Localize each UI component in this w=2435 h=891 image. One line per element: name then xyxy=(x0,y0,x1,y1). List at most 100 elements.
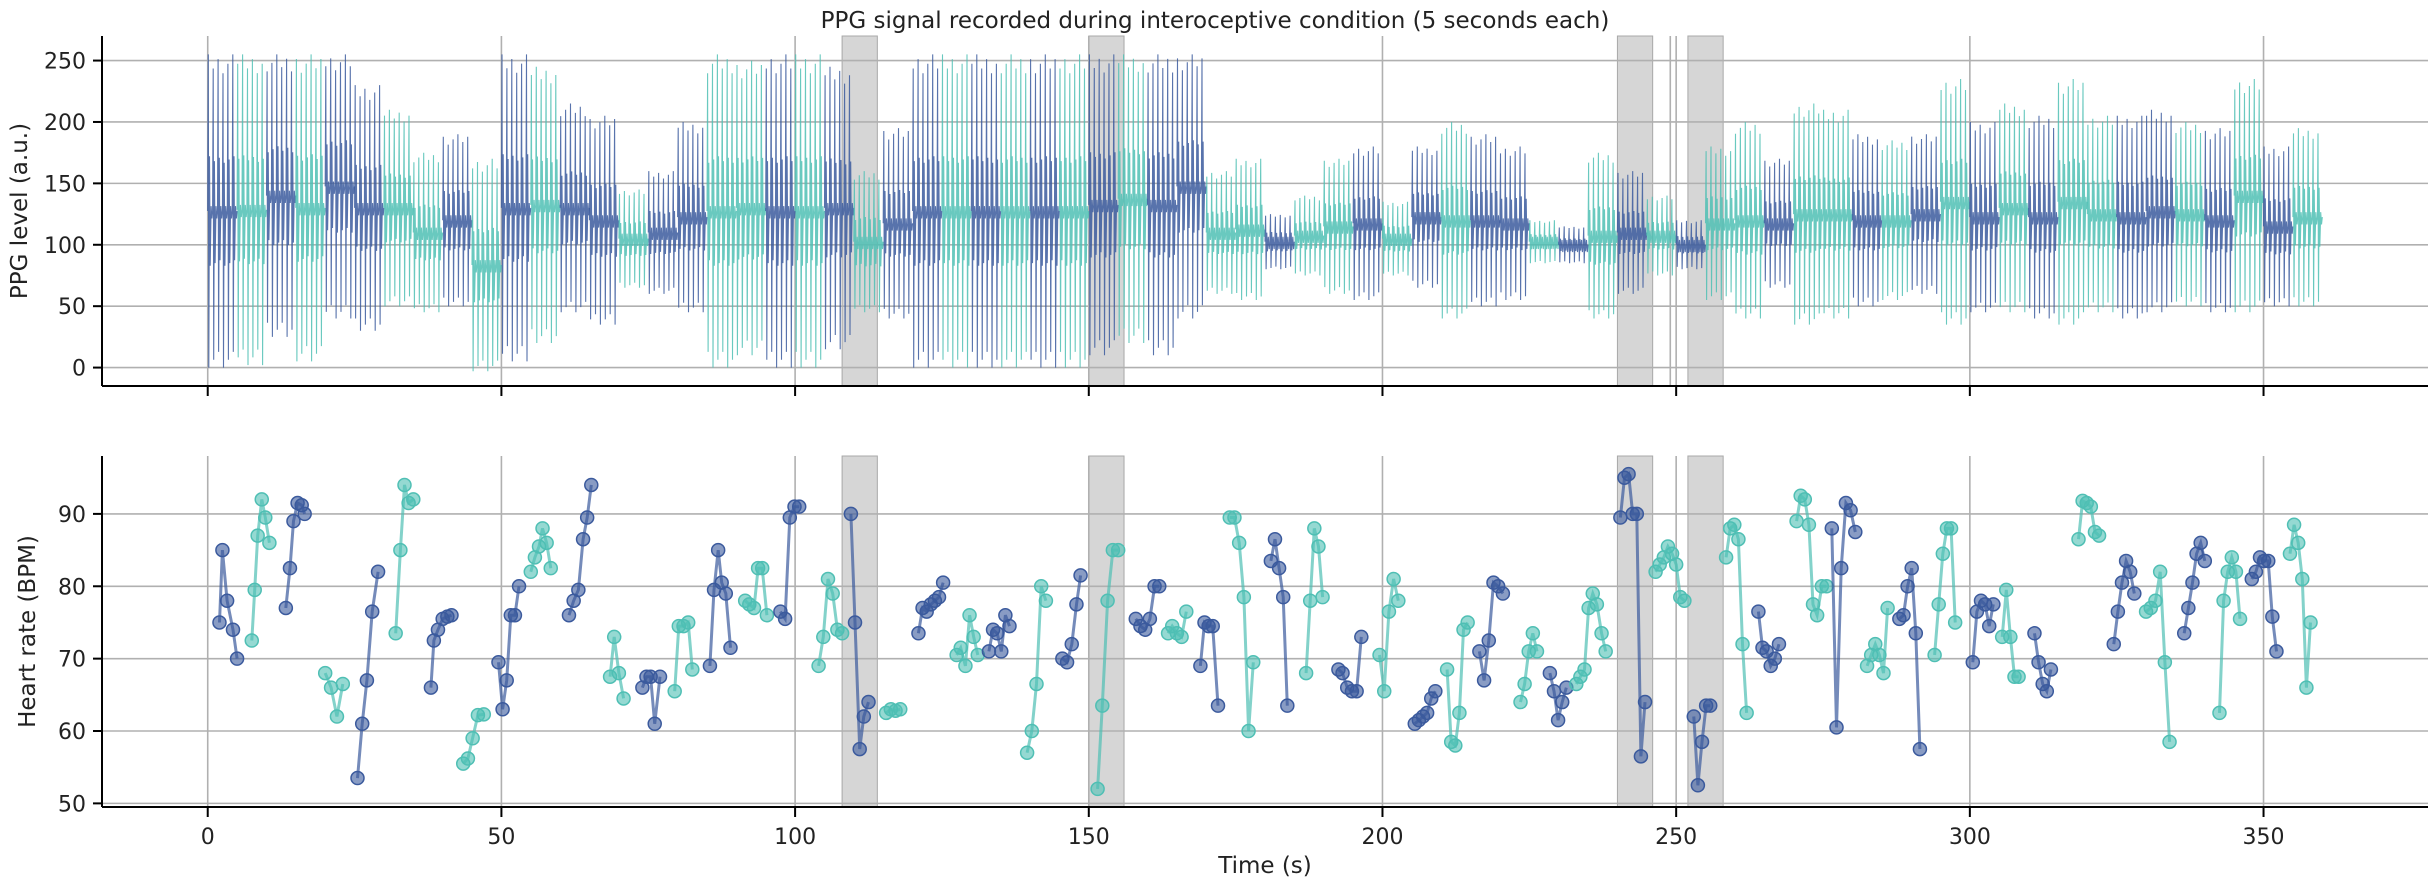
heart-rate-point xyxy=(507,607,523,623)
ppg-signal-segment xyxy=(1793,103,1824,325)
ppg-signal-segment xyxy=(618,189,649,288)
y-tick-label: 100 xyxy=(44,234,86,259)
y-tick-label: 80 xyxy=(58,575,86,600)
ppg-signal-segment xyxy=(677,121,708,313)
ppg-signal-segment xyxy=(1558,226,1589,264)
heart-rate-point xyxy=(1637,694,1653,710)
ppg-signal-segment xyxy=(823,66,855,350)
heart-rate-point xyxy=(323,680,339,695)
ppg-signal-segment xyxy=(2174,121,2206,307)
heart-rate-point xyxy=(1789,513,1804,529)
y-tick-label: 250 xyxy=(44,50,86,75)
ppg-signal-segment xyxy=(1235,158,1266,301)
chart-title: PPG signal recorded during interoceptive… xyxy=(821,8,1610,34)
heart-rate-point xyxy=(1517,676,1532,692)
heart-rate-point xyxy=(1481,633,1497,648)
heart-rate-point xyxy=(1633,749,1649,764)
heart-rate-point xyxy=(935,575,951,590)
heart-rate-point xyxy=(1335,665,1350,681)
heart-rate-point xyxy=(1002,618,1017,634)
heart-rate-point xyxy=(754,560,770,576)
heart-rate-point xyxy=(244,633,260,648)
heart-rate-point xyxy=(1833,560,1849,576)
ppg-signal-segment xyxy=(941,54,972,368)
heart-rate-point xyxy=(1110,542,1126,558)
heart-rate-point xyxy=(1797,492,1813,507)
x-tick-label: 350 xyxy=(2243,825,2285,850)
heart-rate-point xyxy=(1073,568,1088,583)
x-tick-label: 0 xyxy=(201,825,215,850)
heart-rate-point xyxy=(225,622,241,637)
heart-rate-point xyxy=(1236,589,1252,605)
ppg-signal-segment xyxy=(1000,54,1031,368)
heart-rate-series xyxy=(212,466,2318,797)
heart-rate-point xyxy=(820,571,836,587)
heart-rate-point xyxy=(1275,589,1291,605)
heart-rate-point xyxy=(2114,575,2130,590)
heart-rate-point xyxy=(1038,593,1054,608)
heart-rate-point xyxy=(215,542,230,558)
heart-rate-point xyxy=(1677,593,1692,608)
heart-rate-point xyxy=(667,683,682,699)
heart-rate-point xyxy=(1059,655,1075,670)
heart-rate-point xyxy=(759,607,775,623)
heart-rate-point xyxy=(1476,673,1492,688)
heart-rate-point xyxy=(2269,644,2284,659)
ppg-signal-segment xyxy=(295,54,326,362)
heart-rate-point xyxy=(2228,564,2244,580)
heart-rate-point xyxy=(1824,521,1840,536)
heart-rate-point xyxy=(1307,521,1322,536)
heart-rate-point xyxy=(1876,665,1891,681)
heart-rate-point xyxy=(1439,662,1455,677)
heart-rate-point xyxy=(286,513,301,529)
heart-rate-line xyxy=(608,636,626,699)
ppg-signal-segment xyxy=(1851,134,1883,307)
heart-rate-point xyxy=(811,658,826,674)
heart-rate-point xyxy=(1386,571,1401,587)
ppg-signal-segment xyxy=(1205,171,1237,294)
heart-rate-point xyxy=(680,615,696,630)
x-tick-label: 300 xyxy=(1949,825,1991,850)
ppg-signal-segment xyxy=(1117,54,1149,344)
heart-rate-point xyxy=(1809,607,1825,623)
heart-rate-point xyxy=(2003,629,2018,645)
heart-rate-point xyxy=(460,751,476,766)
heart-rate-point xyxy=(1739,705,1754,721)
heart-rate-point xyxy=(335,676,351,692)
heart-rate-point xyxy=(847,615,863,630)
heart-rate-point xyxy=(1848,524,1863,540)
heart-rate-point xyxy=(611,665,627,681)
heart-rate-point xyxy=(1267,531,1283,547)
heart-rate-point xyxy=(1529,644,1545,659)
heart-rate-point xyxy=(2110,604,2126,619)
heart-rate-point xyxy=(1751,604,1766,619)
heart-rate-point xyxy=(1033,579,1049,594)
ppg-signal-segment xyxy=(2028,115,2059,319)
heart-rate-point xyxy=(861,694,876,710)
heart-rate-point xyxy=(2232,611,2248,627)
ppg-signal-segment xyxy=(735,60,767,356)
heart-rate-point xyxy=(1589,597,1605,612)
ppg-signal-segment xyxy=(383,109,414,307)
heart-rate-point xyxy=(1271,560,1287,576)
heart-rate-point xyxy=(1554,694,1570,710)
ppg-signal-segment xyxy=(853,171,884,313)
ppg-signal-segment xyxy=(765,54,796,368)
ppg-signal-segment xyxy=(706,54,737,368)
heart-rate-point xyxy=(1981,618,1997,634)
y-tick-label: 150 xyxy=(44,172,86,197)
x-tick-label: 150 xyxy=(1068,825,1110,850)
heart-rate-point xyxy=(354,716,370,732)
heart-rate-point xyxy=(856,709,872,724)
heart-rate-point xyxy=(989,626,1005,641)
heart-rate-point xyxy=(254,492,270,507)
ppg-signal-segment xyxy=(2145,109,2176,313)
ppg-signal-segment xyxy=(2233,78,2265,313)
heart-rate-point xyxy=(1546,683,1562,699)
heart-rate-point xyxy=(2286,517,2302,533)
heart-rate-point xyxy=(250,528,265,543)
ppg-signal-segment xyxy=(1058,54,1090,368)
heart-rate-point xyxy=(1095,698,1110,713)
heart-rate-point xyxy=(495,702,510,717)
